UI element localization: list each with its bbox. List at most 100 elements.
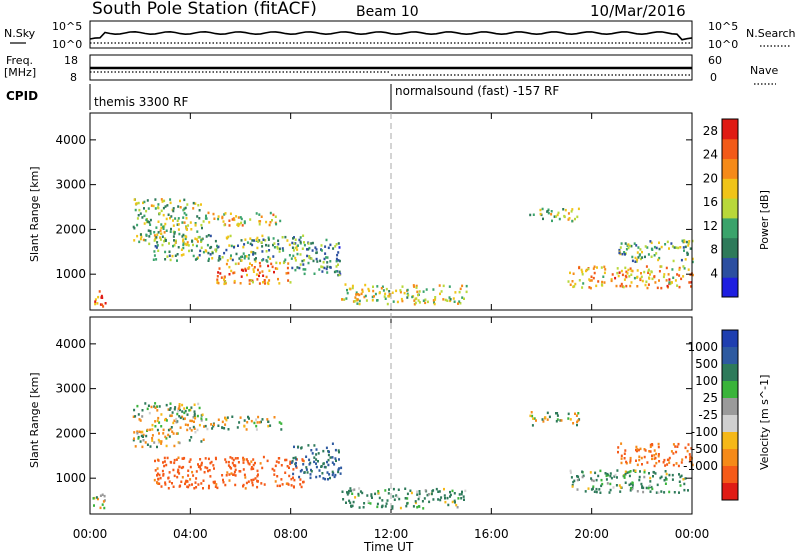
colorbar-swatch <box>722 119 738 140</box>
scatter-point <box>293 242 296 245</box>
scatter-point <box>250 419 253 423</box>
scatter-point <box>665 472 668 476</box>
scatter-point <box>257 473 259 476</box>
nsky-line <box>89 30 693 41</box>
scatter-point <box>581 270 584 274</box>
scatter-point <box>351 492 354 495</box>
scatter-point <box>680 461 683 464</box>
scatter-point <box>310 449 313 452</box>
scatter-point <box>250 279 253 282</box>
scatter-point <box>204 457 207 460</box>
scatter-point <box>624 481 627 484</box>
scatter-point <box>282 261 285 265</box>
scatter-point <box>329 243 332 247</box>
scatter-point <box>242 461 245 464</box>
colorbar-swatch <box>722 466 738 484</box>
scatter-point <box>657 445 660 449</box>
scatter-point <box>649 443 652 447</box>
scatter-point <box>393 498 396 501</box>
colorbar-tick-label: -500 <box>691 442 718 456</box>
scatter-point <box>213 217 216 220</box>
scatter-point <box>161 469 164 473</box>
scatter-point <box>370 493 373 496</box>
scatter-point <box>156 419 159 423</box>
noise-tick-bottom-left: 10^0 <box>52 38 82 51</box>
scatter-point <box>209 475 212 478</box>
scatter-point <box>192 207 195 210</box>
scatter-point <box>426 493 429 497</box>
scatter-point <box>590 275 593 278</box>
scatter-point <box>404 487 407 490</box>
scatter-point <box>422 507 425 510</box>
scatter-point <box>362 506 365 509</box>
scatter-point <box>454 291 457 294</box>
scatter-point <box>189 221 192 224</box>
scatter-point <box>153 441 156 444</box>
scatter-point <box>449 298 452 301</box>
scatter-point <box>157 206 159 209</box>
scatter-point <box>361 288 364 292</box>
scatter-point <box>163 464 166 468</box>
scatter-point <box>555 412 557 415</box>
scatter-point <box>321 270 324 273</box>
scatter-point <box>189 419 192 423</box>
scatter-point <box>682 478 685 481</box>
scatter-point <box>623 476 626 479</box>
scatter-point <box>214 248 217 251</box>
scatter-point <box>443 494 446 497</box>
scatter-point <box>639 257 642 261</box>
scatter-point <box>216 280 219 284</box>
scatter-point <box>649 490 652 493</box>
scatter-point <box>193 427 196 430</box>
scatter-point <box>200 482 203 485</box>
scatter-point <box>169 407 172 410</box>
scatter-point <box>314 246 317 249</box>
scatter-point <box>286 266 289 270</box>
scatter-point <box>326 256 329 259</box>
scatter-point <box>639 253 641 256</box>
scatter-point <box>168 480 171 483</box>
scatter-point <box>287 271 290 275</box>
scatter-point <box>357 494 360 497</box>
scatter-point <box>342 498 345 501</box>
scatter-point <box>164 237 167 240</box>
scatter-point <box>97 295 100 299</box>
scatter-point <box>683 488 686 492</box>
scatter-point <box>337 263 339 266</box>
scatter-point <box>600 478 603 482</box>
scatter-point <box>169 201 172 205</box>
scatter-point <box>569 271 571 275</box>
scatter-point <box>252 280 254 284</box>
scatter-point <box>165 444 168 448</box>
scatter-point <box>668 247 670 250</box>
colorbar-frame <box>721 329 739 501</box>
scatter-point <box>254 260 257 263</box>
scatter-point <box>655 491 658 494</box>
scatter-point <box>351 286 354 290</box>
scatter-point <box>273 242 276 245</box>
scatter-point <box>149 232 152 235</box>
scatter-point <box>610 476 613 480</box>
scatter-point <box>626 471 629 474</box>
scatter-point <box>678 268 681 271</box>
y-tick-label: 2000 <box>55 426 86 440</box>
scatter-point <box>269 221 272 224</box>
scatter-point <box>662 461 665 464</box>
scatter-point <box>217 217 220 221</box>
scatter-point <box>401 299 404 303</box>
scatter-point <box>643 455 646 459</box>
scatter-point <box>172 432 175 435</box>
scatter-point <box>233 470 236 474</box>
scatter-point <box>355 291 358 294</box>
scatter-point <box>425 288 428 291</box>
scatter-point <box>154 245 157 248</box>
scatter-point <box>405 504 408 508</box>
scatter-point <box>191 483 193 486</box>
scatter-point <box>624 266 627 270</box>
scatter-point <box>337 251 340 254</box>
scatter-point <box>683 240 686 243</box>
scatter-point <box>209 246 212 250</box>
scatter-point <box>200 238 203 242</box>
scatter-point <box>299 242 302 245</box>
scatter-point <box>245 458 248 461</box>
